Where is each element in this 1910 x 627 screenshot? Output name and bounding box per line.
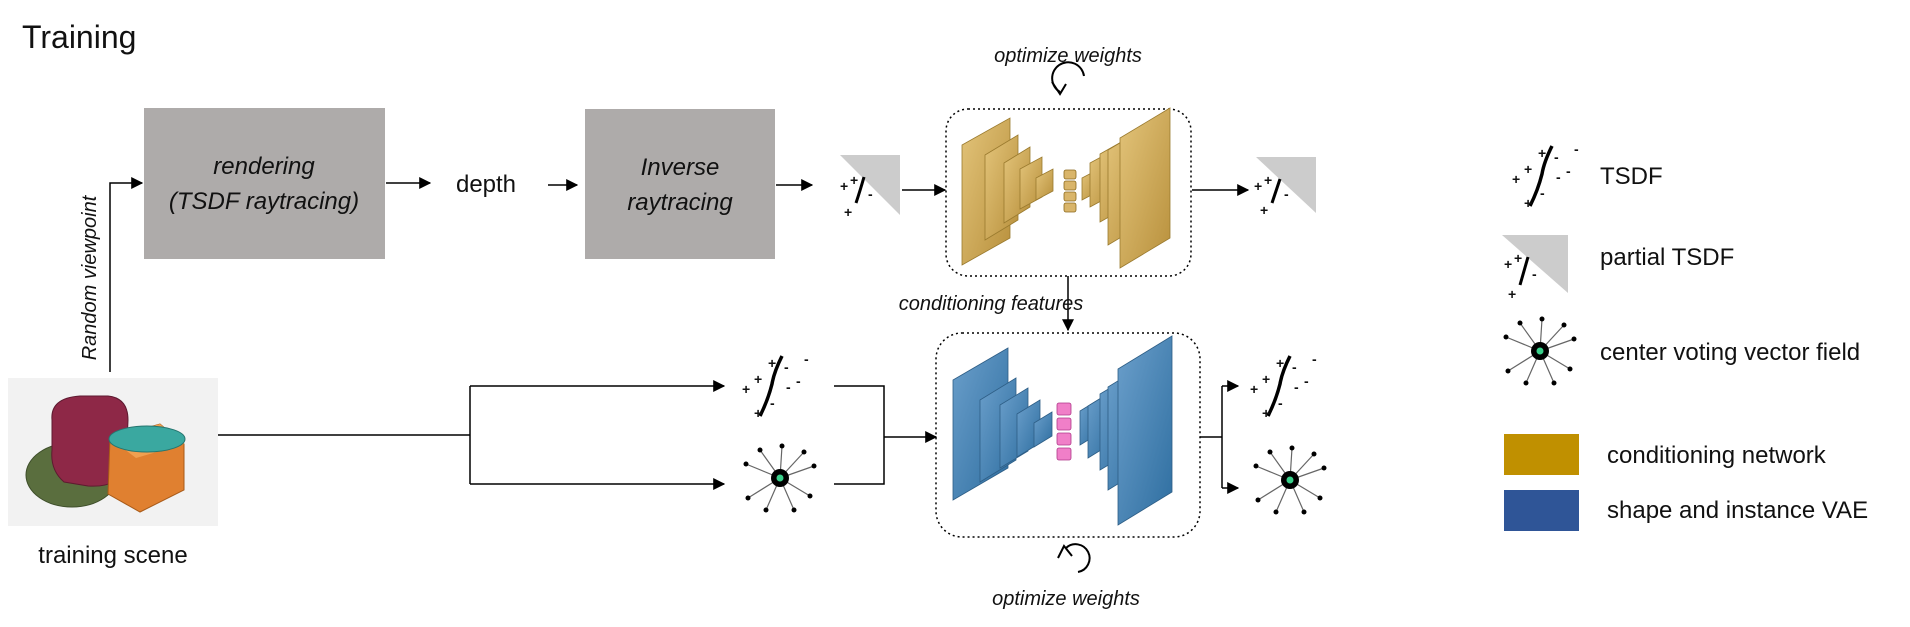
svg-text:-: - [1540,185,1545,201]
svg-text:+: + [1524,161,1532,177]
svg-text:+: + [1260,202,1268,218]
optimize-weights-top-icon [1051,61,1085,96]
tsdf-input-icon: + + + + - - - - - [742,351,809,421]
svg-text:+: + [1512,171,1520,187]
conditioning-encoder-layers [961,117,1054,266]
training-scene-label: training scene [38,542,187,569]
svg-text:-: - [868,186,873,202]
legend-tsdf-icon: + + + + - - - - - [1512,141,1579,211]
legend-partial-tsdf-label: partial TSDF [1600,244,1734,271]
vae-encoder-layers [952,347,1053,501]
svg-text:+: + [754,371,762,387]
svg-text:-: - [1304,373,1309,389]
optimize-weights-bottom-label: optimize weights [992,588,1140,610]
svg-text:-: - [1284,186,1289,202]
inverse-raytracing-block: Inverse raytracing [585,109,775,259]
legend-center-voting-label: center voting vector field [1600,339,1860,366]
vae-box [935,332,1201,538]
svg-text:+: + [768,355,776,371]
legend-vae-label: shape and instance VAE [1607,497,1868,524]
optimize-weights-bottom-icon [1057,543,1091,573]
svg-text:+: + [1504,256,1512,272]
svg-text:-: - [784,359,789,375]
legend-partial-tsdf-icon: + + + - [1502,235,1568,302]
svg-text:+: + [742,381,750,397]
svg-text:-: - [796,373,801,389]
svg-text:+: + [1254,178,1262,194]
random-viewpoint-label: Random viewpoint [79,194,101,360]
svg-text:+: + [1508,286,1516,302]
svg-text:+: + [754,405,762,421]
svg-text:+: + [840,178,848,194]
training-scene-image [8,378,218,526]
svg-text:+: + [850,172,858,188]
svg-text:-: - [786,379,791,395]
svg-text:-: - [1574,141,1579,157]
svg-text:+: + [1262,371,1270,387]
center-voting-output-icon [1253,445,1327,515]
conditioning-network-box [945,107,1192,277]
rendering-label-line1: rendering [213,153,315,180]
svg-text:+: + [1524,195,1532,211]
svg-text:-: - [1554,149,1559,165]
rendering-block: rendering (TSDF raytracing) [144,108,385,259]
tsdf-output-icon: + + + + - - - - - [1250,351,1317,421]
diagram-title: Training [22,19,136,55]
bottom-arrows [218,380,1240,494]
legend: + + + + - - - - - TSDF + + + - partial T… [1502,141,1868,531]
svg-text:-: - [1292,359,1297,375]
inverse-label-line1: Inverse [641,154,720,181]
conditioning-features-label: conditioning features [899,293,1084,315]
optimize-weights-top-label: optimize weights [994,45,1142,67]
legend-center-voting-icon [1503,316,1577,386]
depth-label: depth [456,171,516,198]
partial-tsdf-input-icon: + + + - [840,155,900,220]
svg-text:+: + [1264,172,1272,188]
svg-text:-: - [1278,395,1283,411]
inverse-label-line2: raytracing [627,189,733,216]
svg-text:+: + [1276,355,1284,371]
svg-text:-: - [1566,163,1571,179]
rendering-label-line2: (TSDF raytracing) [169,188,359,215]
svg-text:+: + [1262,405,1270,421]
partial-tsdf-output-icon: + + + - [1254,157,1316,218]
svg-text:-: - [804,351,809,367]
svg-text:-: - [1294,379,1299,395]
legend-conditioning-label: conditioning network [1607,442,1827,469]
legend-vae-swatch [1504,490,1579,531]
svg-text:-: - [770,395,775,411]
svg-text:+: + [844,204,852,220]
top-arrows [109,177,1250,372]
legend-tsdf-label: TSDF [1600,163,1663,190]
svg-text:+: + [1538,145,1546,161]
svg-text:-: - [1532,266,1537,282]
svg-text:+: + [1250,381,1258,397]
conditioning-latent-code [1063,169,1077,213]
svg-text:+: + [1514,250,1522,266]
conditioning-decoder-layers [1081,107,1171,269]
vae-latent-code [1056,402,1072,461]
legend-conditioning-swatch [1504,434,1579,475]
svg-text:-: - [1312,351,1317,367]
center-voting-input-icon [743,443,817,513]
svg-text:-: - [1556,169,1561,185]
vae-decoder-layers [1079,335,1173,526]
